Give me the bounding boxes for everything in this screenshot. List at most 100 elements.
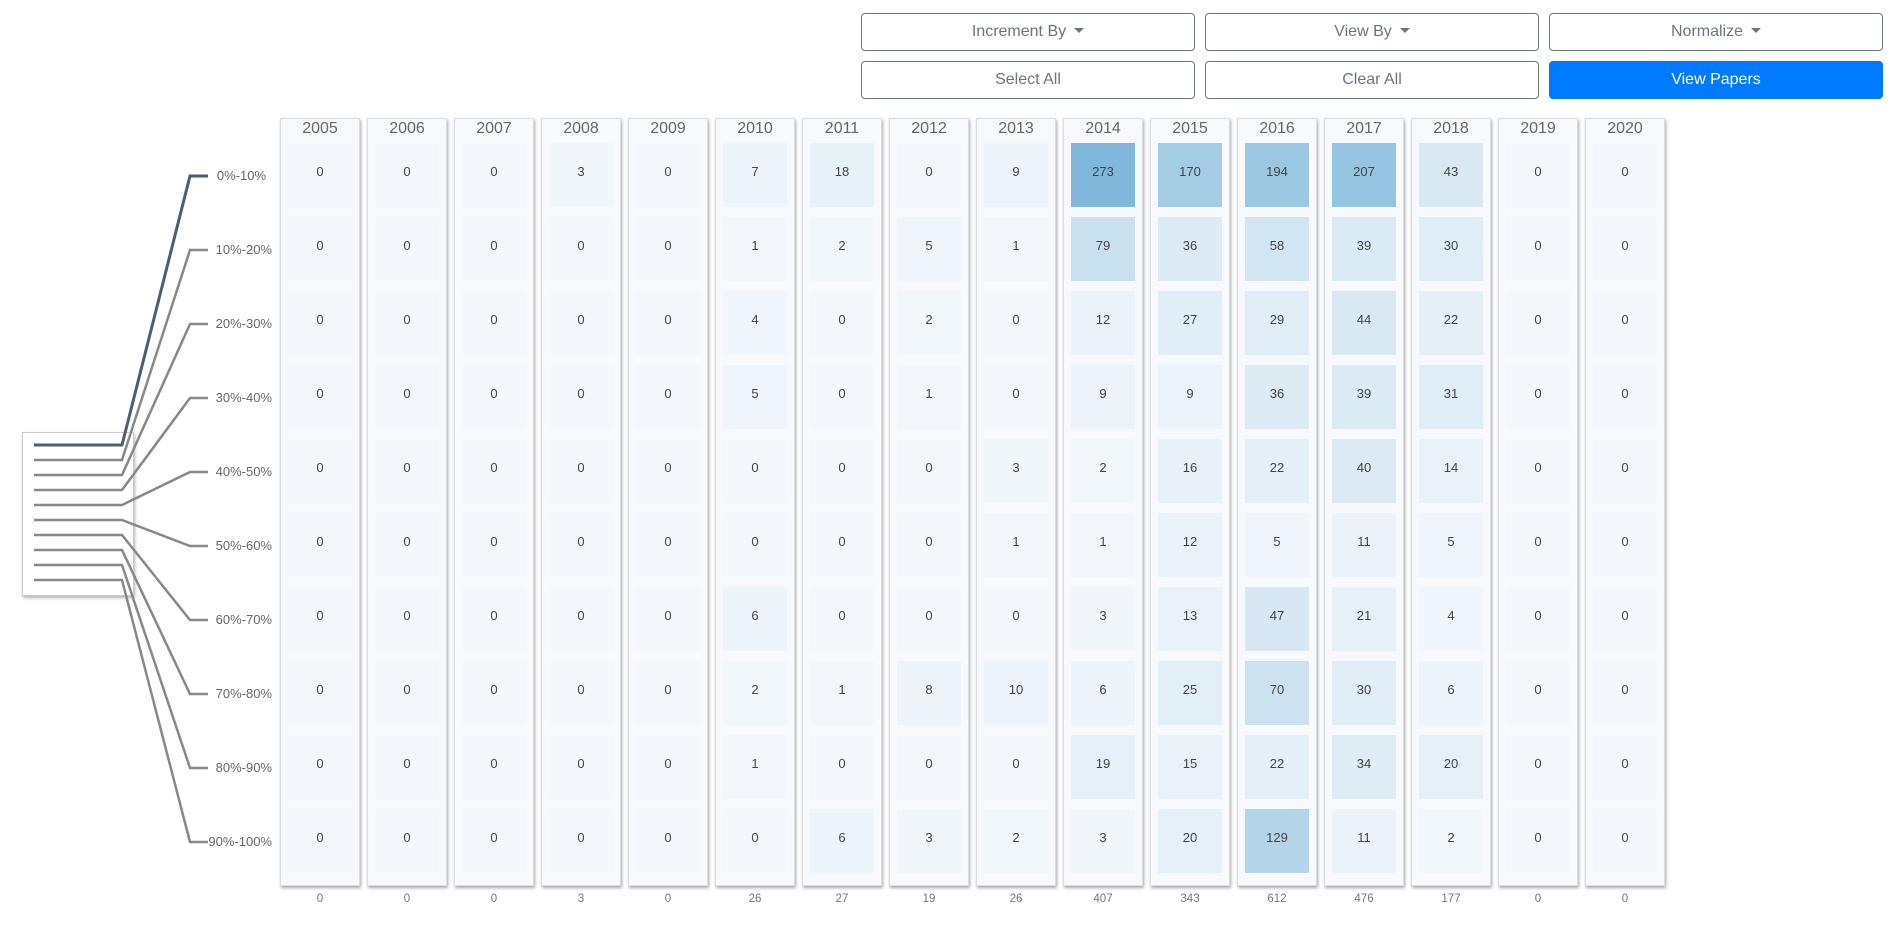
heatmap-cell[interactable] [984, 587, 1048, 651]
heatmap-cell[interactable] [462, 439, 526, 503]
heatmap-cell[interactable] [897, 291, 961, 355]
heatmap-cell[interactable] [1419, 735, 1483, 799]
heatmap-cell[interactable] [636, 735, 700, 799]
row-label[interactable]: 30%-40% [215, 390, 272, 405]
heatmap-cell[interactable] [1158, 439, 1222, 503]
increment-by-dropdown[interactable]: Increment By [861, 13, 1195, 51]
heatmap-cell[interactable] [288, 217, 352, 281]
heatmap-cell[interactable] [462, 661, 526, 725]
heatmap-cell[interactable] [897, 217, 961, 281]
heatmap-cell[interactable] [810, 513, 874, 577]
heatmap-cell[interactable] [462, 143, 526, 207]
heatmap-cell[interactable] [375, 735, 439, 799]
heatmap-cell[interactable] [1506, 217, 1570, 281]
heatmap-cell[interactable] [1245, 143, 1309, 207]
heatmap-cell[interactable] [549, 661, 613, 725]
heatmap-cell[interactable] [723, 587, 787, 651]
heatmap-cell[interactable] [549, 217, 613, 281]
heatmap-cell[interactable] [1593, 809, 1657, 873]
heatmap-cell[interactable] [462, 291, 526, 355]
heatmap-cell[interactable] [723, 661, 787, 725]
heatmap-cell[interactable] [288, 809, 352, 873]
heatmap-cell[interactable] [375, 809, 439, 873]
heatmap-cell[interactable] [462, 365, 526, 429]
heatmap-cell[interactable] [1332, 291, 1396, 355]
heatmap-cell[interactable] [1419, 439, 1483, 503]
heatmap-cell[interactable] [723, 291, 787, 355]
tree-branch[interactable] [34, 518, 208, 548]
heatmap-cell[interactable] [1419, 661, 1483, 725]
heatmap-cell[interactable] [810, 217, 874, 281]
heatmap-cell[interactable] [1158, 661, 1222, 725]
heatmap-cell[interactable] [897, 587, 961, 651]
heatmap-cell[interactable] [984, 143, 1048, 207]
heatmap-cell[interactable] [1158, 365, 1222, 429]
heatmap-cell[interactable] [984, 291, 1048, 355]
heatmap-cell[interactable] [1071, 735, 1135, 799]
heatmap-cell[interactable] [1593, 513, 1657, 577]
heatmap-cell[interactable] [1071, 143, 1135, 207]
heatmap-cell[interactable] [549, 513, 613, 577]
heatmap-cell[interactable] [1593, 291, 1657, 355]
heatmap-cell[interactable] [897, 439, 961, 503]
heatmap-cell[interactable] [1071, 365, 1135, 429]
heatmap-cell[interactable] [1158, 809, 1222, 873]
heatmap-cell[interactable] [1245, 291, 1309, 355]
heatmap-cell[interactable] [1419, 217, 1483, 281]
heatmap-cell[interactable] [1593, 661, 1657, 725]
heatmap-cell[interactable] [1071, 217, 1135, 281]
view-by-dropdown[interactable]: View By [1205, 13, 1539, 51]
tree-branch[interactable] [34, 563, 208, 770]
heatmap-cell[interactable] [636, 143, 700, 207]
heatmap-cell[interactable] [1332, 661, 1396, 725]
heatmap-cell[interactable] [897, 735, 961, 799]
heatmap-cell[interactable] [1245, 735, 1309, 799]
heatmap-cell[interactable] [375, 291, 439, 355]
heatmap-cell[interactable] [1593, 587, 1657, 651]
heatmap-cell[interactable] [375, 513, 439, 577]
heatmap-cell[interactable] [1071, 809, 1135, 873]
heatmap-cell[interactable] [984, 735, 1048, 799]
view-papers-button[interactable]: View Papers [1549, 61, 1883, 99]
heatmap-cell[interactable] [1419, 809, 1483, 873]
tree-branch[interactable] [34, 533, 208, 622]
heatmap-cell[interactable] [636, 587, 700, 651]
heatmap-cell[interactable] [810, 661, 874, 725]
heatmap-cell[interactable] [723, 735, 787, 799]
heatmap-cell[interactable] [462, 809, 526, 873]
heatmap-cell[interactable] [288, 439, 352, 503]
heatmap-cell[interactable] [375, 365, 439, 429]
heatmap-cell[interactable] [984, 365, 1048, 429]
tree-branch[interactable] [34, 470, 208, 507]
heatmap-cell[interactable] [1593, 735, 1657, 799]
heatmap-cell[interactable] [1158, 217, 1222, 281]
heatmap-cell[interactable] [1332, 143, 1396, 207]
heatmap-cell[interactable] [1419, 365, 1483, 429]
heatmap-cell[interactable] [810, 587, 874, 651]
heatmap-cell[interactable] [810, 735, 874, 799]
clear-all-button[interactable]: Clear All [1205, 61, 1539, 99]
heatmap-cell[interactable] [810, 365, 874, 429]
heatmap-cell[interactable] [810, 291, 874, 355]
heatmap-cell[interactable] [897, 661, 961, 725]
tree-branch[interactable] [34, 548, 208, 696]
heatmap-cell[interactable] [1506, 291, 1570, 355]
heatmap-cell[interactable] [1245, 661, 1309, 725]
heatmap-cell[interactable] [288, 735, 352, 799]
heatmap-cell[interactable] [1158, 291, 1222, 355]
heatmap-cell[interactable] [1419, 513, 1483, 577]
heatmap-cell[interactable] [636, 217, 700, 281]
tree-branch[interactable] [34, 322, 208, 477]
heatmap-cell[interactable] [897, 365, 961, 429]
row-label[interactable]: 50%-60% [215, 538, 272, 553]
heatmap-cell[interactable] [1506, 587, 1570, 651]
heatmap-cell[interactable] [1158, 513, 1222, 577]
heatmap-cell[interactable] [1332, 365, 1396, 429]
heatmap-cell[interactable] [462, 735, 526, 799]
row-label[interactable]: 10%-20% [215, 242, 272, 257]
heatmap-cell[interactable] [1419, 143, 1483, 207]
heatmap-cell[interactable] [636, 661, 700, 725]
heatmap-cell[interactable] [1593, 217, 1657, 281]
heatmap-cell[interactable] [1332, 439, 1396, 503]
heatmap-cell[interactable] [810, 143, 874, 207]
